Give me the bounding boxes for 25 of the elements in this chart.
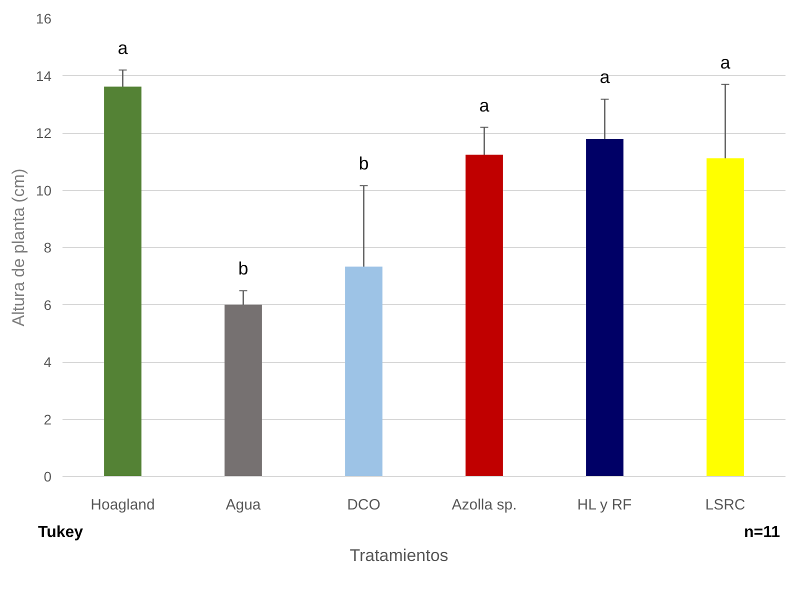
annotation: a bbox=[479, 95, 490, 116]
text: Tukey bbox=[38, 523, 84, 543]
annotation: a bbox=[118, 38, 129, 58]
x-tick-label: LSRC bbox=[705, 496, 746, 514]
y-tick-label: 6 bbox=[44, 296, 52, 313]
annotation: a bbox=[720, 52, 732, 72]
x-tick-label: DCO bbox=[347, 496, 380, 514]
annotation: b bbox=[238, 258, 248, 279]
x-tick-label: Azolla sp. bbox=[452, 496, 517, 514]
x-tick-label: HL y RF bbox=[577, 496, 632, 514]
y-tick-label: 8 bbox=[44, 240, 52, 256]
y-tick-label: 14 bbox=[36, 68, 52, 84]
y-axis-title: Altura de planta (cm) bbox=[8, 168, 28, 326]
y-tick-label: 16 bbox=[36, 10, 52, 26]
y-tick-label: 12 bbox=[36, 125, 52, 141]
x-tick-label: Agua bbox=[226, 496, 262, 514]
x-tick-label: Hoagland bbox=[90, 496, 155, 514]
y-tick-label: 10 bbox=[36, 182, 52, 198]
annotation: a bbox=[600, 67, 611, 88]
annotation: b bbox=[358, 154, 369, 174]
y-tick-label: 4 bbox=[44, 354, 52, 370]
y-tick-label: 2 bbox=[44, 411, 52, 428]
text: n=11 bbox=[744, 523, 780, 543]
x-axis-title: Tratamientos bbox=[350, 545, 448, 567]
y-tick-label: 0 bbox=[44, 468, 52, 484]
